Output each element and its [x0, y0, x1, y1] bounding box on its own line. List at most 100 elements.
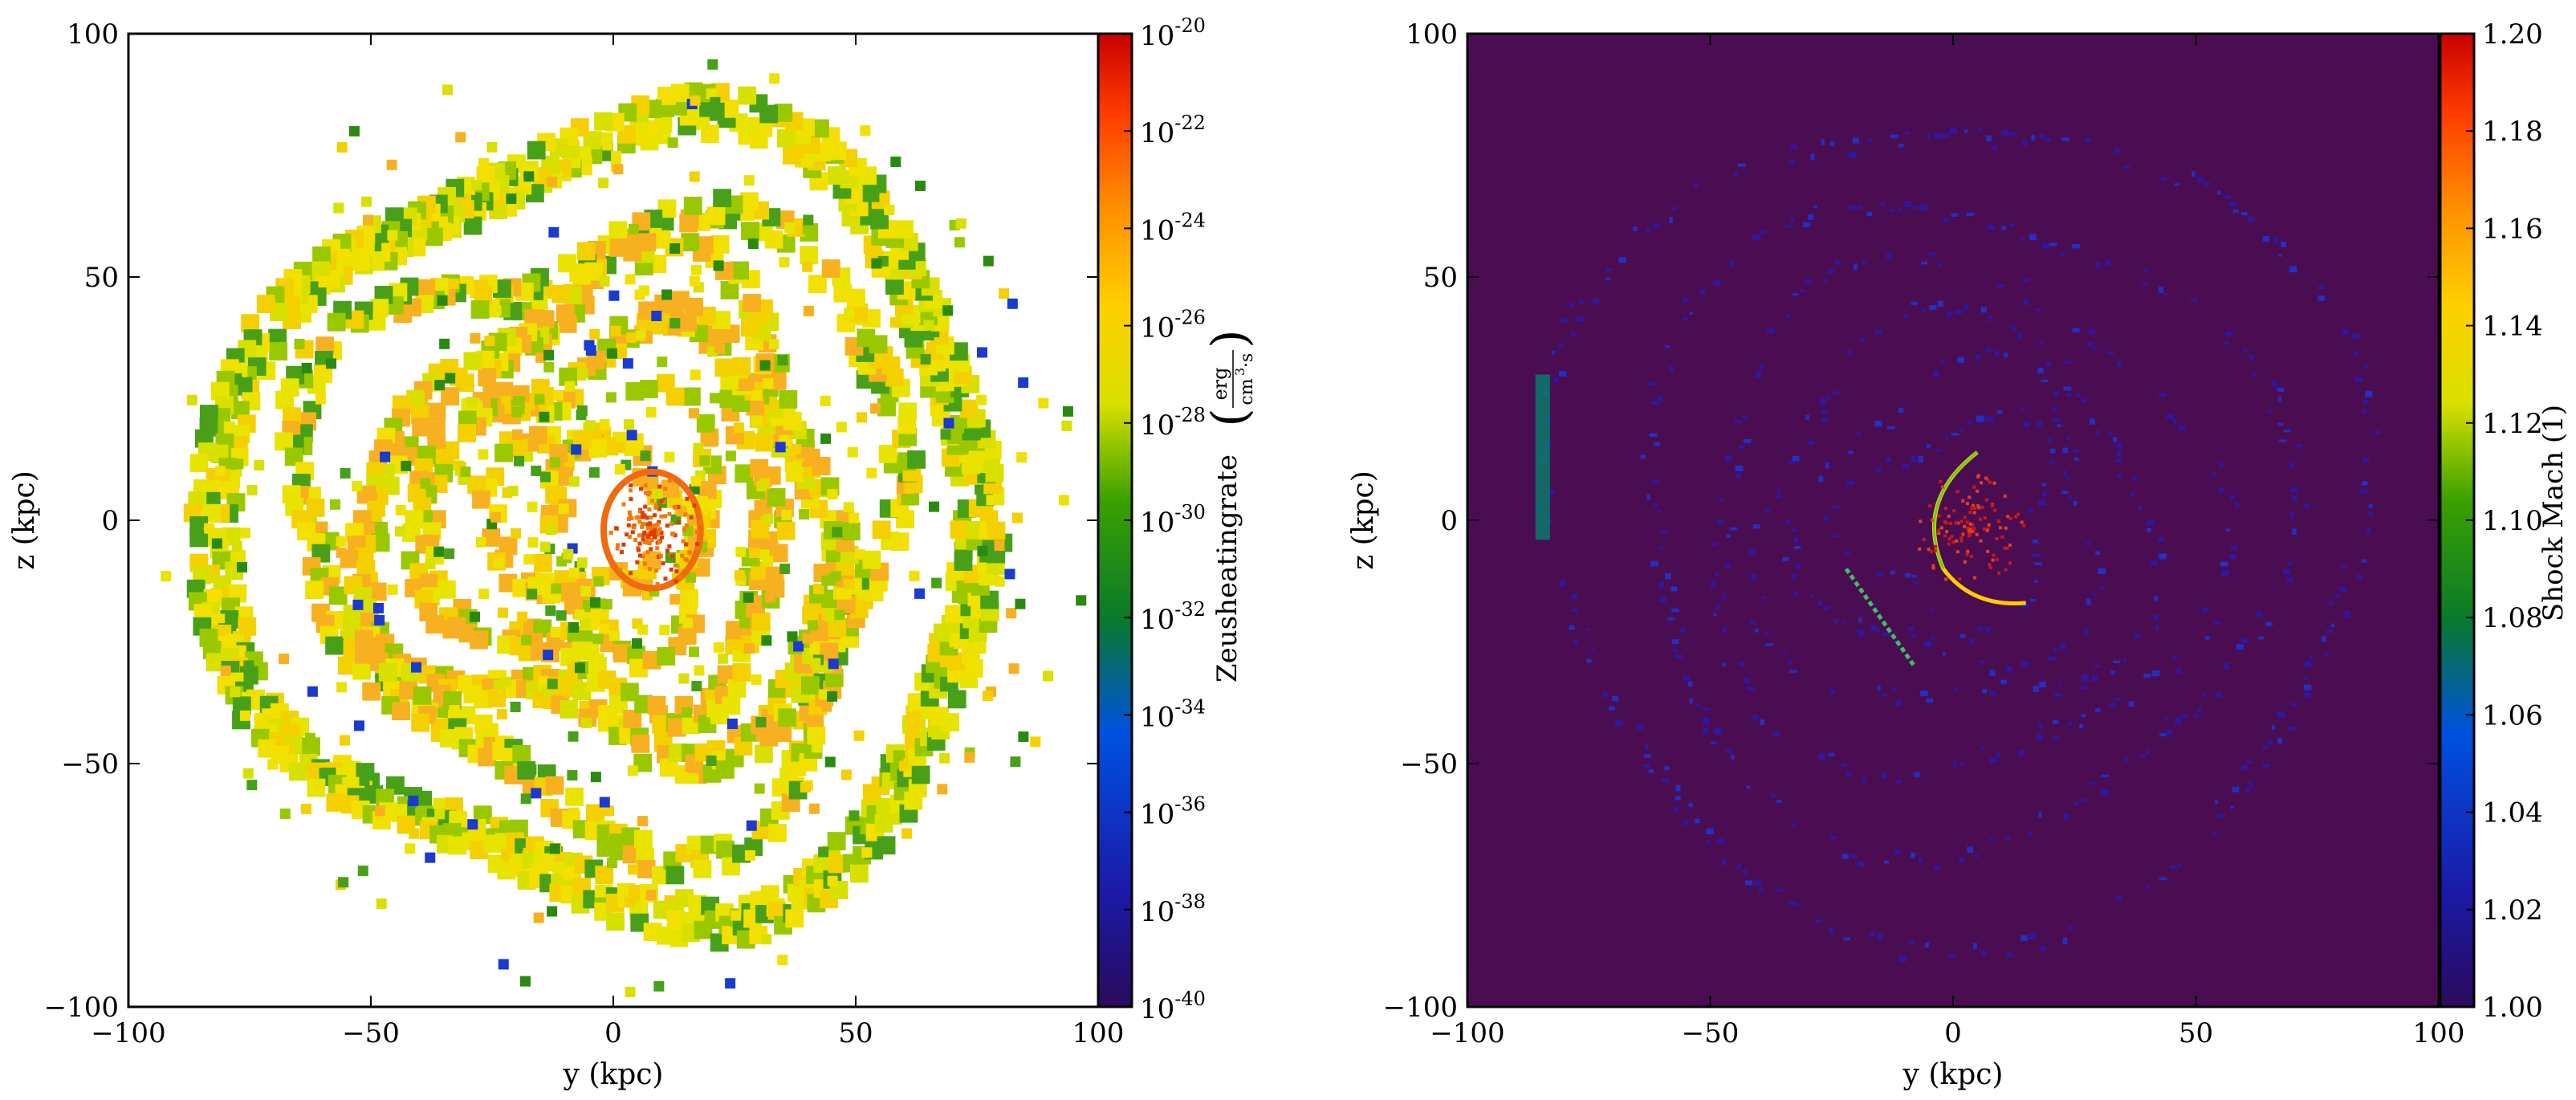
heating-cell [713, 189, 732, 208]
heating-cell [517, 611, 528, 622]
shock-cell [2018, 750, 2025, 756]
heating-cell [1011, 512, 1023, 524]
shock-cell [1648, 769, 1654, 773]
left-colorbar-paren-close: ) [1202, 329, 1258, 348]
shock-cell [2296, 444, 2302, 448]
heating-cell [713, 642, 724, 653]
heating-cell [1010, 756, 1021, 768]
shock-cell [1843, 552, 1850, 556]
heating-cell [656, 373, 675, 393]
colorbar-tick-label: 10-32 [1140, 598, 1206, 636]
shock-cell [2279, 439, 2287, 442]
heating-cell [776, 521, 796, 540]
shock-core-cell [1919, 519, 1923, 524]
heating-cell [470, 630, 488, 650]
shock-cell [1891, 687, 1896, 691]
heating-cell [803, 305, 814, 316]
shock-cell [2076, 393, 2081, 397]
shock-cell [1834, 618, 1838, 624]
shock-cell [1897, 208, 1902, 213]
core-cell [669, 554, 674, 559]
shock-cell [2212, 831, 2217, 835]
heating-cell [808, 275, 827, 294]
shock-cell [2304, 661, 2312, 667]
x-tick-label: −50 [342, 1017, 400, 1049]
heating-cell [784, 222, 796, 233]
shock-cell [1943, 218, 1949, 223]
heating-cell [1076, 595, 1087, 606]
shock-core-cell [1983, 516, 1987, 520]
right-colorbar-ticks: 1.00 1.02 1.04 1.06 1.08 1.10 1.12 1.14 1.16 1.18… [2466, 18, 2543, 1024]
shock-cell [2143, 673, 2151, 678]
shock-cell [1846, 480, 1855, 485]
shock-cell [2035, 308, 2041, 312]
heating-cell [315, 393, 326, 405]
shock-core-cell [2008, 543, 2012, 547]
shock-cell [1923, 640, 1932, 647]
x-tick-label: −50 [1682, 1017, 1740, 1049]
heating-cell [860, 125, 871, 136]
shock-cell [1813, 206, 1818, 209]
heating-cell [572, 682, 592, 701]
heating-cell [417, 279, 436, 298]
shock-cell [1650, 560, 1658, 567]
core-cell [657, 527, 662, 532]
shock-cell [2123, 756, 2128, 762]
shock-cell [2005, 666, 2013, 672]
shock-cell [2052, 406, 2057, 412]
heating-cell [689, 171, 700, 182]
shock-cell [1719, 499, 1724, 502]
heating-cell [690, 475, 702, 487]
heating-cell [532, 579, 543, 590]
shock-cell [1682, 317, 1688, 321]
heating-cell [406, 389, 425, 409]
shock-cell [1591, 649, 1596, 653]
heating-cell [799, 509, 810, 520]
heating-cell [519, 976, 531, 987]
heating-cell [828, 166, 846, 185]
heating-cell [761, 934, 772, 945]
shock-cell [2262, 235, 2269, 242]
heating-cell [743, 592, 754, 603]
core-cell [645, 515, 649, 520]
heating-cell [376, 898, 387, 909]
heating-cell [574, 662, 585, 674]
left-colorbar-unit-den-exp: 3 [1232, 368, 1247, 376]
heating-cell [700, 428, 719, 447]
shock-cell [1669, 217, 1673, 224]
shock-cell [2047, 438, 2053, 443]
shock-core-cell [1988, 566, 1992, 570]
shock-cell [2230, 495, 2235, 500]
heating-cell [811, 119, 829, 138]
heating-cell [478, 748, 497, 767]
heating-cell [661, 479, 680, 499]
core-cell [620, 550, 625, 555]
heating-cell [427, 402, 446, 422]
core-cell [625, 532, 629, 537]
shock-cell [1671, 586, 1677, 592]
shock-core-cell [1930, 519, 1934, 523]
heating-cell [652, 488, 663, 499]
heating-cell [856, 412, 867, 423]
shock-cell [1996, 283, 2005, 287]
shock-cell [2117, 361, 2121, 368]
heating-cell [637, 624, 649, 635]
heating-cell [325, 636, 344, 655]
shock-cell [2354, 350, 2358, 357]
shock-cell [2004, 835, 2011, 840]
shock-cell [1818, 753, 1825, 760]
shock-cell [1722, 593, 1726, 600]
heating-cell [568, 621, 579, 633]
shock-cell [2290, 487, 2298, 493]
heating-cell [463, 216, 482, 235]
shock-core-cell [1968, 533, 1972, 537]
shock-cell [1866, 211, 1873, 216]
heating-cell [572, 266, 592, 285]
shock-core-cell [1933, 548, 1937, 552]
shock-cell [1715, 603, 1720, 609]
heating-cell [725, 450, 736, 462]
heating-cell [531, 788, 542, 799]
heating-cell [348, 125, 360, 136]
core-cell [685, 496, 690, 501]
shock-cell [1980, 307, 1988, 313]
